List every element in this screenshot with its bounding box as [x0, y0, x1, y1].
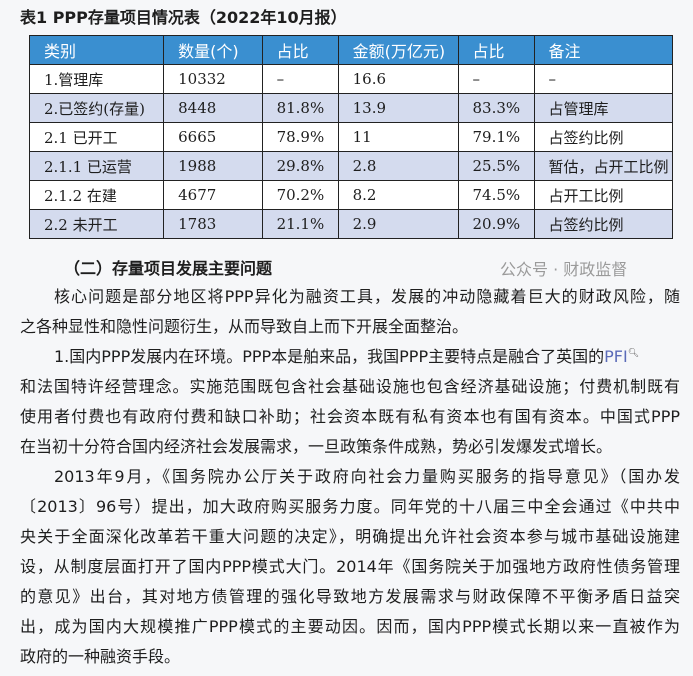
table-cell: 10332: [163, 64, 263, 94]
table-cell: 11: [337, 122, 459, 152]
table-cell: –: [261, 64, 339, 94]
table-cell: 79.1%: [457, 122, 535, 152]
text-line: 和法国特许经营理念。实施范围既包含社会基础设施也包含经济基础设施；付费机制既有: [20, 373, 680, 397]
table-cell: 占签约比例: [533, 122, 674, 152]
table-cell: 83.3%: [457, 93, 535, 123]
table-cell: 1783: [163, 209, 263, 239]
table-cell: 29.8%: [261, 151, 339, 181]
text-line: 央关于全面深化改革若干重大问题的决定》，明确提出允许社会资本参与城市基础设施建: [20, 523, 680, 547]
line-text: 使用者付费也有政府付费和缺口补助；社会资本既有私有资本也有国有资本。中国式PPP: [20, 407, 680, 426]
line-text: 设，从制度层面打开了国内PPP模式大门。2014年《国务院关于加强地方政府性债务…: [20, 557, 680, 576]
table-row: 2.2 未开工 1783 21.1% 2.9 20.9% 占签约比例: [28, 209, 674, 239]
table-cell: 6665: [163, 122, 263, 152]
table-header-row: 类别 数量(个) 占比 金额(万亿元) 占比 备注: [28, 35, 674, 65]
section-heading: （二）存量项目发展主要问题: [64, 259, 273, 278]
table-cell: 占签约比例: [533, 209, 674, 239]
table-row: 2.1.2 在建 4677 70.2% 8.2 74.5% 占开工比例: [28, 180, 674, 210]
text-line: 在当初十分符合国内经济社会发展需求，一旦政策条件成熟，势必引发爆发式增长。: [20, 433, 680, 457]
text-line: 〔2013〕96号）提出，加大政府购买服务力度。同年党的十八届三中全会通过《中共…: [20, 493, 680, 517]
table-cell: 21.1%: [261, 209, 339, 239]
text-line: 使用者付费也有政府付费和缺口补助；社会资本既有私有资本也有国有资本。中国式PPP: [20, 403, 680, 427]
column-header: 数量(个): [163, 35, 263, 65]
table-cell: 70.2%: [261, 180, 339, 210]
table-cell: 1.管理库: [28, 64, 165, 94]
table-cell: 8.2: [337, 180, 459, 210]
table-title: 表1 PPP存量项目情况表（2022年10月报）: [20, 8, 347, 27]
column-header: 占比: [261, 35, 339, 65]
table-cell: 暂估，占开工比例: [533, 151, 674, 181]
text-line: 2013年9月，《国务院办公厅关于政府向社会力量购买服务的指导意见》（国办发: [54, 463, 680, 487]
table-cell: –: [457, 64, 535, 94]
table-cell: 20.9%: [457, 209, 535, 239]
text-line: 政府的一种融资手段。: [20, 643, 680, 667]
text-line: 核心问题是部分地区将PPP异化为融资工具，发展的冲动隐藏着巨大的财政风险，随: [54, 283, 680, 307]
line-text: 2013年9月，《国务院办公厅关于政府向社会力量购买服务的指导意见》（国办发: [54, 467, 680, 486]
text-line: 1.国内PPP发展内在环境。PPP本是舶来品，我国PPP主要特点是融合了英国的P…: [54, 343, 680, 367]
table-row: 2.1.1 已运营 1988 29.8% 2.8 25.5% 暂估，占开工比例: [28, 151, 674, 181]
table-row: 2.1 已开工 6665 78.9% 11 79.1% 占签约比例: [28, 122, 674, 152]
column-header: 类别: [28, 35, 165, 65]
table-cell: 2.1.2 在建: [28, 180, 165, 210]
table-cell: 2.已签约(存量): [28, 93, 165, 123]
line-text: 〔2013〕96号）提出，加大政府购买服务力度。同年党的十八届三中全会通过《中共…: [20, 497, 680, 516]
table-cell: 25.5%: [457, 151, 535, 181]
column-header: 占比: [457, 35, 535, 65]
table-cell: 8448: [163, 93, 263, 123]
table-cell: 2.2 未开工: [28, 209, 165, 239]
column-header: 备注: [533, 35, 674, 65]
line-text: 和法国特许经营理念。实施范围既包含社会基础设施也包含经济基础设施；付费机制既有: [20, 377, 680, 396]
line-text: 在当初十分符合国内经济社会发展需求，一旦政策条件成熟，势必引发爆发式增长。: [20, 437, 613, 456]
line-text: 的意见》出台，其对地方债管理的强化导致地方发展需求与财政保障不平衡矛盾日益突: [20, 587, 680, 606]
watermark: 公众号 · 财政监督: [500, 260, 628, 279]
table-cell: 74.5%: [457, 180, 535, 210]
table-cell: 81.8%: [261, 93, 339, 123]
text-line: 之各种显性和隐性问题衍生，从而导致自上而下开展全面整治。: [20, 313, 680, 337]
table-cell: 占管理库: [533, 93, 674, 123]
line-text: 核心问题是部分地区将PPP异化为融资工具，发展的冲动隐藏着巨大的财政风险，随: [54, 287, 680, 306]
table-cell: 16.6: [337, 64, 459, 94]
table-cell: 2.1 已开工: [28, 122, 165, 152]
text-line: 的意见》出台，其对地方债管理的强化导致地方发展需求与财政保障不平衡矛盾日益突: [20, 583, 680, 607]
pfi-link[interactable]: PFI: [604, 347, 628, 366]
line-text: 1.国内PPP发展内在环境。PPP本是舶来品，我国PPP主要特点是融合了英国的: [54, 347, 605, 366]
table-cell: 2.1.1 已运营: [28, 151, 165, 181]
table-row: 2.已签约(存量) 8448 81.8% 13.9 83.3% 占管理库: [28, 93, 674, 123]
line-text: 出，成为国内大规模推广PPP模式的主要动因。因而，国内PPP模式长期以来一直被作…: [20, 617, 680, 636]
line-text: 之各种显性和隐性问题衍生，从而导致自上而下开展全面整治。: [20, 317, 469, 336]
table-cell: 2.8: [337, 151, 459, 181]
table-cell: 4677: [163, 180, 263, 210]
line-text: 央关于全面深化改革若干重大问题的决定》，明确提出允许社会资本参与城市基础设施建: [20, 527, 680, 546]
table-cell: 占开工比例: [533, 180, 674, 210]
text-line: 设，从制度层面打开了国内PPP模式大门。2014年《国务院关于加强地方政府性债务…: [20, 553, 680, 577]
ppp-stock-table: 类别 数量(个) 占比 金额(万亿元) 占比 备注 1.管理库 10332–16.6– –2.…: [28, 35, 674, 239]
column-header: 金额(万亿元): [337, 35, 459, 65]
line-text: 政府的一种融资手段。: [20, 647, 181, 666]
table-cell: –: [533, 64, 674, 94]
table-cell: 2.9: [337, 209, 459, 239]
table-row: 1.管理库 10332–16.6– –: [28, 64, 674, 94]
table-cell: 78.9%: [261, 122, 339, 152]
table-cell: 1988: [163, 151, 263, 181]
search-icon[interactable]: 🔍︎: [627, 348, 640, 359]
text-line: 出，成为国内大规模推广PPP模式的主要动因。因而，国内PPP模式长期以来一直被作…: [20, 613, 680, 637]
table-cell: 13.9: [337, 93, 459, 123]
